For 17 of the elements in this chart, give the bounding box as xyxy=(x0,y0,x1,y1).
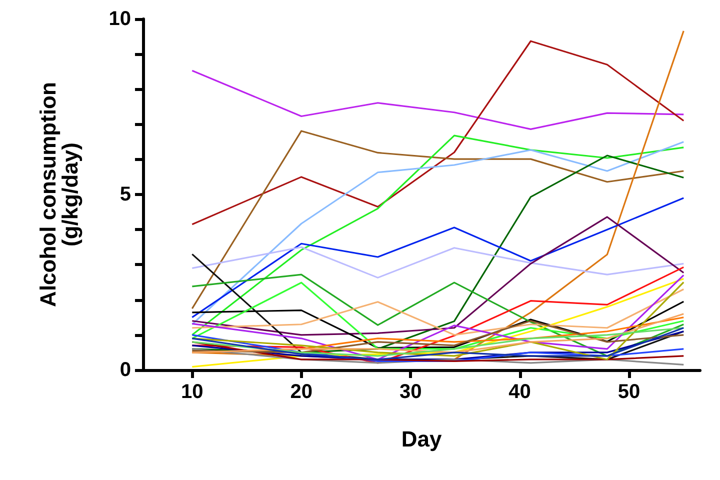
x-tick-label: 30 xyxy=(399,381,422,403)
x-tick-label: 40 xyxy=(508,381,531,403)
line-series xyxy=(191,40,684,226)
y-tick-label: 0 xyxy=(120,359,131,381)
y-axis-title: Alcohol consumption (g/kg/day) xyxy=(36,82,82,307)
line-series xyxy=(191,288,684,336)
y-tick-label: 5 xyxy=(120,184,131,206)
line-series xyxy=(191,300,684,349)
line-series xyxy=(191,216,684,336)
x-tick-label: 20 xyxy=(290,381,312,403)
line-series xyxy=(191,70,684,130)
x-tick-label: 10 xyxy=(181,381,204,403)
line-series xyxy=(191,246,684,278)
line-series xyxy=(191,197,684,318)
x-axis-title: Day xyxy=(401,426,442,452)
x-tick-label: 50 xyxy=(618,381,640,403)
y-tick-label: 10 xyxy=(108,8,131,30)
